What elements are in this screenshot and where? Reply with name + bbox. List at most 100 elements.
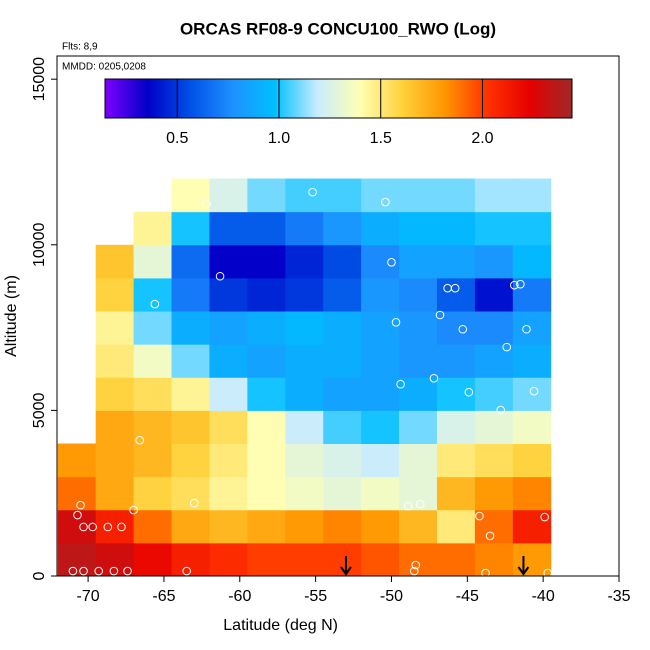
heatmap-cell bbox=[95, 377, 135, 411]
heatmap-cell bbox=[95, 443, 135, 478]
heatmap-cell bbox=[133, 476, 173, 511]
sample-point bbox=[516, 279, 525, 289]
heatmap-cell bbox=[171, 410, 210, 445]
heatmap-cell bbox=[323, 542, 362, 576]
colorbar-tick-label: 2.0 bbox=[471, 130, 493, 147]
heatmap-cell bbox=[361, 244, 400, 279]
heatmap-cell bbox=[474, 244, 514, 279]
sample-point bbox=[540, 512, 549, 522]
heatmap-cell bbox=[95, 509, 135, 544]
heatmap-cell bbox=[436, 311, 476, 345]
heatmap-cell bbox=[133, 211, 173, 246]
sample-point bbox=[415, 499, 425, 509]
heatmap-cell bbox=[399, 178, 438, 213]
y-tick-label: 5000 bbox=[31, 392, 48, 428]
x-tick-label: -45 bbox=[456, 588, 479, 605]
heatmap-cell bbox=[171, 509, 210, 544]
heatmap-cell bbox=[247, 443, 286, 478]
x-tick-label: -35 bbox=[607, 588, 630, 605]
heatmap-cell bbox=[95, 344, 135, 378]
heatmap-cell bbox=[247, 344, 286, 378]
x-tick-label: -60 bbox=[228, 588, 251, 605]
heatmap-cell bbox=[171, 443, 210, 478]
heatmap-cell bbox=[247, 178, 286, 213]
sample-point bbox=[189, 498, 199, 508]
sample-point bbox=[435, 310, 445, 320]
heatmap-cell bbox=[209, 410, 248, 445]
heatmap-cell bbox=[361, 476, 400, 511]
sample-point bbox=[76, 500, 85, 510]
heatmap-cell bbox=[171, 211, 210, 246]
heatmap-cell bbox=[209, 443, 248, 478]
heatmap-cell bbox=[361, 410, 400, 445]
heatmap-cell bbox=[247, 542, 286, 576]
heatmap-cell bbox=[209, 344, 248, 378]
plot-layer bbox=[57, 178, 575, 576]
x-tick-label: -55 bbox=[304, 588, 327, 605]
profile-arrowhead bbox=[517, 566, 530, 576]
heatmap-cell bbox=[209, 178, 248, 213]
sample-point bbox=[68, 566, 78, 576]
heatmap-cell bbox=[399, 443, 438, 478]
y-tick-label: 0 bbox=[31, 571, 48, 580]
y-tick-label: 15000 bbox=[31, 57, 48, 102]
heatmap-cell bbox=[399, 211, 438, 246]
heatmap-cell bbox=[512, 244, 552, 279]
x-tick-label: -50 bbox=[380, 588, 403, 605]
sample-point bbox=[543, 568, 553, 576]
heatmap-cell bbox=[323, 476, 362, 511]
heatmap-cell bbox=[247, 244, 286, 279]
sample-point bbox=[73, 510, 82, 520]
colorbar-tick-label: 1.5 bbox=[370, 130, 392, 147]
heatmap-cell bbox=[399, 244, 438, 279]
heatmap-cell bbox=[474, 509, 514, 544]
sample-point bbox=[411, 560, 421, 570]
heatmap-cell bbox=[361, 277, 400, 312]
heatmap-cell bbox=[95, 476, 135, 511]
sample-point bbox=[202, 199, 211, 209]
sample-point bbox=[396, 379, 405, 389]
sample-point bbox=[481, 568, 490, 576]
subtitle: Flts: 8,9 bbox=[62, 42, 98, 53]
heatmap-cell bbox=[474, 542, 514, 576]
heatmap-cell bbox=[361, 211, 400, 246]
sample-point bbox=[475, 511, 484, 521]
heatmap-cell bbox=[323, 509, 362, 544]
sample-point bbox=[403, 501, 413, 511]
heatmap-cell bbox=[399, 410, 438, 445]
heatmap-cell bbox=[133, 344, 173, 378]
heatmap-cell bbox=[436, 344, 476, 378]
heatmap-cell bbox=[323, 211, 362, 246]
sample-point bbox=[502, 342, 512, 352]
heatmap-cell bbox=[436, 542, 476, 576]
heatmap-cell bbox=[474, 277, 514, 312]
sample-point bbox=[429, 373, 439, 383]
heatmap-cell bbox=[361, 178, 400, 213]
heatmap-cell bbox=[285, 410, 324, 445]
heatmap-cell bbox=[323, 178, 362, 213]
heatmap-cell bbox=[436, 443, 476, 478]
y-axis-label: Altitude (m) bbox=[3, 275, 20, 357]
heatmap-cell bbox=[285, 277, 324, 312]
heatmap-cell bbox=[285, 244, 324, 279]
heatmap-cell bbox=[323, 277, 362, 312]
heatmap-cell bbox=[361, 509, 400, 544]
heatmap-cell bbox=[133, 542, 173, 576]
heatmap-cell bbox=[95, 542, 135, 576]
heatmap-cell bbox=[247, 410, 286, 445]
heatmap-cell bbox=[133, 244, 173, 279]
sample-point bbox=[381, 197, 390, 207]
heatmap-cell bbox=[323, 410, 362, 445]
heatmap-cell bbox=[512, 277, 552, 312]
sample-point bbox=[103, 522, 113, 532]
heatmap-cell bbox=[285, 542, 324, 576]
sample-point bbox=[215, 271, 225, 281]
heatmap-cell bbox=[361, 377, 400, 411]
sample-point bbox=[117, 522, 126, 532]
heatmap-cell bbox=[436, 277, 476, 312]
heatmap-cell bbox=[512, 211, 552, 246]
heatmap-cell bbox=[133, 443, 173, 478]
heatmap-cell bbox=[436, 178, 476, 213]
heatmap-cell bbox=[361, 311, 400, 345]
heatmap-cell bbox=[95, 277, 135, 312]
